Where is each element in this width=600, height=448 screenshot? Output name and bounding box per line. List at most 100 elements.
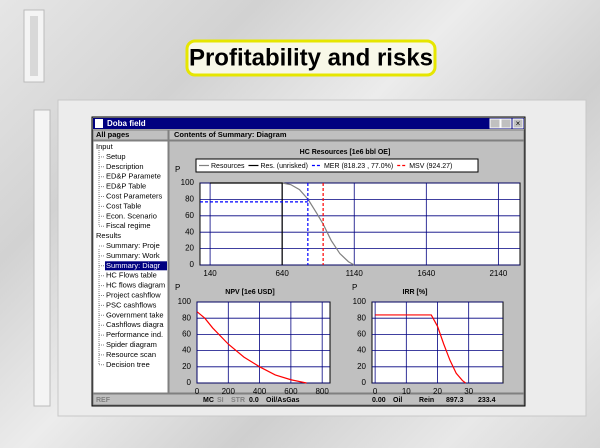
tree-item: Cost Parameters <box>106 191 163 200</box>
status-item: STR <box>231 397 245 404</box>
tree-item: Summary: Diagr <box>106 261 161 270</box>
x-tick-label: 0 <box>373 387 378 396</box>
y-tick-label: 60 <box>185 211 194 220</box>
status-item: 897.3 <box>446 397 464 404</box>
y-tick-label: 100 <box>353 297 367 306</box>
x-tick-label: 1140 <box>346 269 364 278</box>
tree-item: Description <box>106 162 144 171</box>
y-tick-label: 80 <box>185 195 194 204</box>
x-tick-label: 0 <box>195 387 200 396</box>
y-axis-label: P <box>352 283 357 292</box>
tree-item: Summary: Work <box>106 251 160 260</box>
tree-item: HC Flows table <box>106 271 157 280</box>
status-item: 0.0 <box>249 397 259 404</box>
tree-item: Resource scan <box>106 350 156 359</box>
title-box <box>185 39 437 77</box>
chart-title: HC Resources [1e6 bbl OE] <box>300 149 391 156</box>
y-tick-label: 100 <box>178 297 192 306</box>
x-tick-label: 640 <box>275 269 289 278</box>
y-tick-label: 80 <box>182 313 191 322</box>
content-header: Contents of Summary: Diagram <box>174 130 287 139</box>
x-tick-label: 1640 <box>417 269 435 278</box>
series-line <box>282 182 355 266</box>
legend-label: Resources <box>211 163 245 170</box>
status-item: Oil/AsGas <box>266 397 300 404</box>
selection <box>105 261 167 271</box>
x-tick-label: 200 <box>222 387 236 396</box>
y-tick-label: 0 <box>362 378 367 387</box>
y-tick-label: 0 <box>187 378 192 387</box>
legend-label: MER (818.23 , 77.0%) <box>324 163 393 170</box>
window-title: Doba field <box>107 119 146 128</box>
x-tick-label: 400 <box>253 387 267 396</box>
series-line <box>210 182 283 265</box>
y-axis-label: P <box>175 283 180 292</box>
x-tick-label: 30 <box>464 387 473 396</box>
minimize-button[interactable] <box>489 118 501 129</box>
status-item: Rein <box>419 397 434 404</box>
tree-item: Results <box>96 231 121 240</box>
series-line <box>375 314 466 384</box>
tree-item: Econ. Scenario <box>106 211 157 220</box>
status-item: SI <box>217 397 224 404</box>
x-tick-label: 600 <box>284 387 298 396</box>
tree-item: PSC cashflows <box>106 300 157 309</box>
tree-item: Decision tree <box>106 360 150 369</box>
x-tick-label: 20 <box>433 387 442 396</box>
tree-item: Setup <box>106 152 126 161</box>
status-item: 0.00 <box>372 397 386 404</box>
chart-title: NPV [1e6 USD] <box>225 289 274 296</box>
decoration <box>30 16 38 76</box>
y-tick-label: 100 <box>181 178 195 187</box>
y-tick-label: 40 <box>182 346 191 355</box>
status-item: Oil <box>393 397 402 404</box>
y-tick-label: 0 <box>190 260 195 269</box>
y-tick-label: 80 <box>357 313 366 322</box>
x-tick-label: 10 <box>402 387 411 396</box>
y-axis-label: P <box>175 165 180 174</box>
tree-item: Cashflows diagra <box>106 320 164 329</box>
legend <box>195 158 479 173</box>
window-icon <box>95 119 103 128</box>
decoration <box>33 109 51 407</box>
tree-item: ED&P Table <box>106 182 146 191</box>
y-tick-label: 40 <box>185 227 194 236</box>
status-bar <box>92 393 525 406</box>
x-tick-label: 800 <box>315 387 329 396</box>
sidebar-header-box <box>92 129 169 141</box>
tree-item: Cost Table <box>106 201 141 210</box>
y-tick-label: 60 <box>357 330 366 339</box>
maximize-button[interactable] <box>500 118 512 129</box>
sidebar-header: All pages <box>96 130 129 139</box>
tree-item: Government take <box>106 310 164 319</box>
tree-item: Project cashflow <box>106 290 161 299</box>
legend-label: MSV (924.27) <box>409 163 452 170</box>
tree-item: Summary: Proje <box>106 241 160 250</box>
x-tick-label: 2140 <box>489 269 507 278</box>
x-tick-label: 140 <box>203 269 217 278</box>
chart-title: IRR [%] <box>403 289 428 296</box>
y-tick-label: 20 <box>185 244 194 253</box>
status-item: REF <box>96 397 111 404</box>
tree-item: Performance ind. <box>106 330 163 339</box>
y-tick-label: 60 <box>182 330 191 339</box>
close-button[interactable] <box>512 118 524 129</box>
y-tick-label: 20 <box>182 362 191 371</box>
series-line <box>196 311 307 384</box>
tree-item: Input <box>96 142 114 151</box>
tree-item: Fiscal regime <box>106 221 151 230</box>
close-icon: × <box>516 119 521 128</box>
status-item: 233.4 <box>478 397 496 404</box>
slide-title: Profitability and risks <box>189 44 433 71</box>
plot-area <box>199 182 521 266</box>
plot-area <box>196 301 331 384</box>
legend-label: Res. (unrisked) <box>260 163 307 170</box>
status-item: MC <box>203 397 214 404</box>
title-bar <box>93 118 524 129</box>
content-header-box <box>168 129 525 141</box>
y-tick-label: 40 <box>357 346 366 355</box>
tree-item: HC flows diagram <box>106 281 165 290</box>
y-tick-label: 20 <box>357 362 366 371</box>
tree-item: Spider diagram <box>106 340 157 349</box>
